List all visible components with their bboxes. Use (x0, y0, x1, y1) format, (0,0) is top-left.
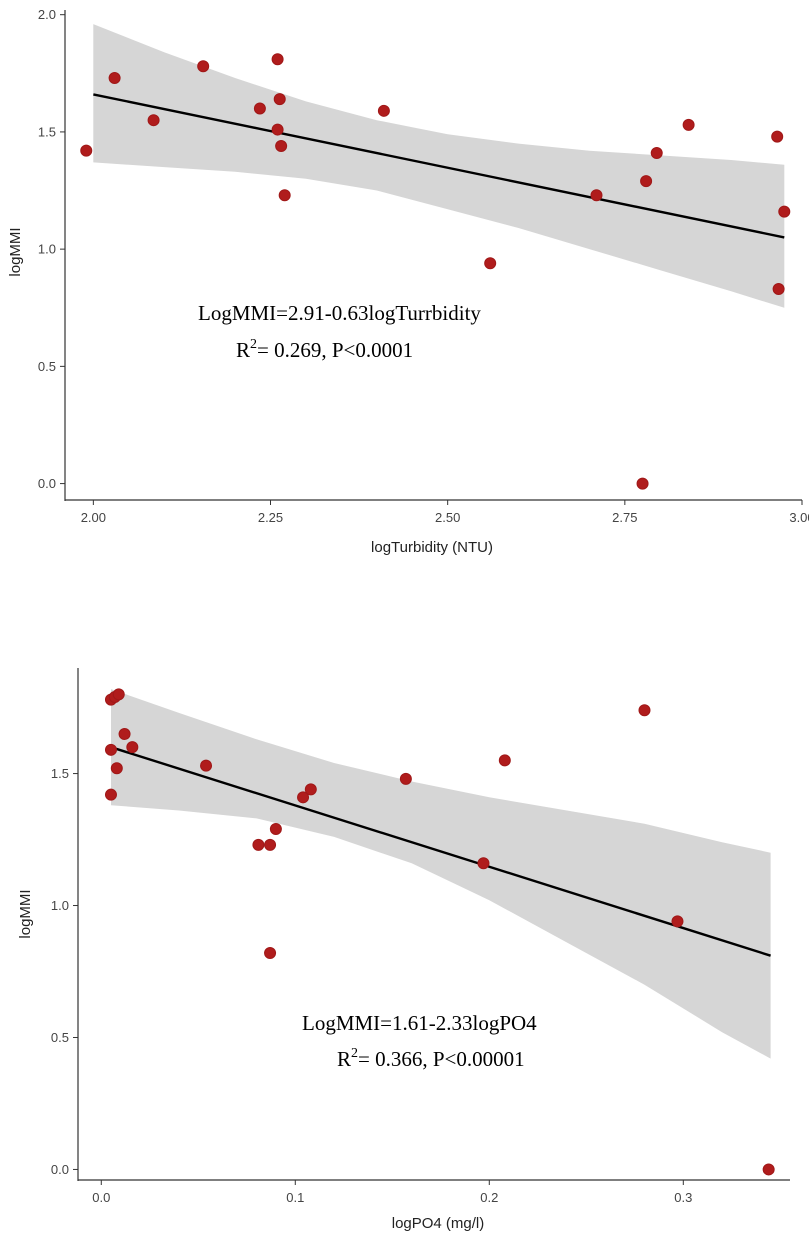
data-point-13 (304, 783, 317, 796)
y-tick-label: 0.5 (38, 359, 56, 374)
x-tick-label: 0.1 (286, 1190, 304, 1205)
x-tick-label: 0.0 (92, 1190, 110, 1205)
y-tick-label: 1.5 (38, 124, 56, 139)
data-point-14 (650, 147, 663, 160)
data-point-16 (477, 857, 490, 870)
regression-stats: R2= 0.366, P<0.00001 (337, 1046, 525, 1071)
data-point-12 (590, 189, 603, 202)
x-tick-label: 0.3 (674, 1190, 692, 1205)
data-point-7 (271, 123, 284, 136)
data-point-14 (264, 947, 277, 960)
turbidity-scatter-chart: 2.00 2.25 2.50 2.75 3.00 0.0 0.5 1.0 1.5 2.0 logT… (7, 7, 809, 556)
x-tick-label: 3.00 (789, 510, 809, 525)
data-point-11 (269, 822, 282, 835)
confidence-band (111, 689, 771, 1059)
data-point-7 (104, 788, 117, 801)
regression-line (110, 746, 771, 957)
regression-line (93, 93, 785, 239)
data-point-5 (271, 53, 284, 66)
data-point-6 (110, 762, 123, 775)
data-point-16 (771, 130, 784, 143)
x-tick-label: 2.25 (258, 510, 283, 525)
regression-equation: LogMMI=2.91-0.63logTurrbidity (198, 301, 481, 325)
data-point-9 (278, 189, 291, 202)
x-tick-label: 2.75 (612, 510, 637, 525)
data-point-10 (377, 104, 390, 117)
y-tick-label: 0.5 (51, 1030, 69, 1045)
y-tick-label: 1.0 (51, 898, 69, 913)
data-point-10 (264, 838, 277, 851)
x-axis-title: logTurbidity (NTU) (371, 539, 493, 556)
regression-equation: LogMMI=1.61-2.33logPO4 (302, 1011, 537, 1035)
data-point-18 (638, 704, 651, 717)
y-tick-label: 1.5 (51, 766, 69, 781)
data-point-5 (104, 743, 117, 756)
data-point-3 (118, 727, 131, 740)
data-point-19 (671, 915, 684, 928)
data-point-8 (275, 139, 288, 152)
data-point-17 (778, 205, 791, 218)
y-axis-title: logMMI (7, 227, 24, 276)
data-point-15 (682, 118, 695, 131)
data-point-0 (80, 144, 93, 157)
data-point-11 (484, 257, 497, 270)
data-point-13 (640, 175, 653, 188)
data-point-6 (273, 93, 286, 106)
regression-stats: R2= 0.269, P<0.0001 (236, 337, 413, 362)
data-point-12 (297, 791, 310, 804)
data-point-9 (252, 838, 265, 851)
data-point-8 (200, 759, 213, 772)
data-point-19 (636, 477, 649, 490)
x-axis-title: logPO4 (mg/l) (392, 1215, 485, 1232)
data-point-3 (197, 60, 210, 73)
data-point-4 (253, 102, 266, 115)
data-point-2 (147, 114, 160, 127)
y-tick-label: 0.0 (51, 1162, 69, 1177)
data-point-18 (772, 282, 785, 295)
po4-scatter-chart: 0.0 0.1 0.2 0.3 0.0 0.5 1.0 1.5 logPO4 (mg/l) l… (17, 668, 790, 1232)
data-point-2 (112, 688, 125, 701)
y-tick-label: 1.0 (38, 242, 56, 257)
data-point-17 (498, 754, 511, 767)
x-tick-label: 2.50 (435, 510, 460, 525)
data-point-4 (126, 741, 139, 754)
data-point-20 (762, 1163, 775, 1176)
x-tick-label: 2.00 (81, 510, 106, 525)
data-point-1 (108, 71, 121, 84)
x-tick-label: 0.2 (480, 1190, 498, 1205)
y-tick-label: 2.0 (38, 7, 56, 22)
y-axis-title: logMMI (17, 889, 34, 938)
y-tick-label: 0.0 (38, 476, 56, 491)
data-point-15 (399, 772, 412, 785)
